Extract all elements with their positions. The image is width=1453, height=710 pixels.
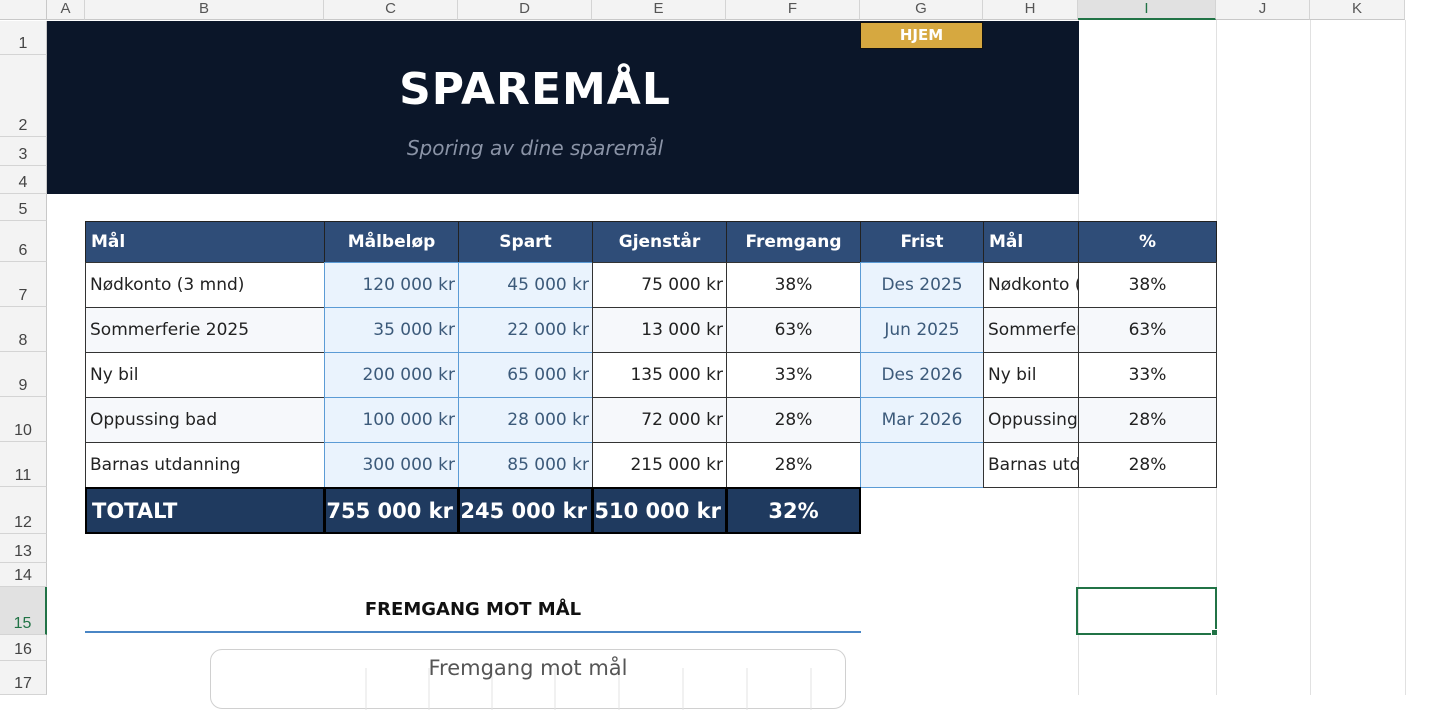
row-header-2[interactable]: 2	[0, 55, 47, 137]
table-cell-remaining: 215 000 kr	[592, 442, 727, 488]
table-header-deadline: Frist	[860, 221, 984, 263]
table-header-target-amount: Målbeløp	[324, 221, 459, 263]
table-cell-progress: 38%	[726, 262, 861, 308]
page-title: SPAREMÅL	[399, 64, 671, 115]
table-cell-progress: 63%	[726, 307, 861, 353]
table-cell-goal: Sommerferie 2025	[85, 307, 325, 353]
row-header-9[interactable]: 9	[0, 352, 47, 397]
table-cell-goal: Oppussing bad	[85, 397, 325, 443]
table-cell-deadline[interactable]: Des 2025	[860, 262, 984, 308]
table-cell-progress: 28%	[726, 397, 861, 443]
total-saved: 245 000 kr	[458, 487, 593, 534]
table-cell-remaining: 75 000 kr	[592, 262, 727, 308]
section-title: FREMGANG MOT MÅL	[364, 599, 582, 620]
table-cell-remaining: 135 000 kr	[592, 352, 727, 398]
column-header-f[interactable]: F	[726, 0, 860, 20]
table-cell-deadline[interactable]	[860, 442, 984, 488]
table-cell-deadline[interactable]: Jun 2025	[860, 307, 984, 353]
table-cell-goal-ref: Nødkonto (	[983, 262, 1079, 308]
section-divider	[85, 631, 861, 633]
title-banner	[47, 21, 1079, 194]
table-cell-saved[interactable]: 28 000 kr	[458, 397, 593, 443]
row-header-1[interactable]: 1	[0, 21, 47, 55]
column-header-d[interactable]: D	[458, 0, 592, 20]
table-cell-deadline[interactable]: Des 2026	[860, 352, 984, 398]
row-header-6[interactable]: 6	[0, 221, 47, 262]
table-header-progress: Fremgang	[726, 221, 861, 263]
table-cell-remaining: 72 000 kr	[592, 397, 727, 443]
row-header-14[interactable]: 14	[0, 563, 47, 587]
total-progress: 32%	[726, 487, 861, 534]
column-header-j[interactable]: J	[1216, 0, 1310, 20]
table-cell-progress: 33%	[726, 352, 861, 398]
table-header-remaining: Gjenstår	[592, 221, 727, 263]
row-header-5[interactable]: 5	[0, 194, 47, 221]
table-cell-percent: 28%	[1078, 397, 1217, 443]
table-cell-target-amount[interactable]: 120 000 kr	[324, 262, 459, 308]
table-header-saved: Spart	[458, 221, 593, 263]
table-cell-goal-ref: Ny bil	[983, 352, 1079, 398]
table-cell-goal-ref: Oppussing	[983, 397, 1079, 443]
gridline-v	[1405, 20, 1406, 695]
column-header-h[interactable]: H	[983, 0, 1078, 20]
page-subtitle: Sporing av dine sparemål	[406, 136, 664, 160]
row-header-16[interactable]: 16	[0, 635, 47, 661]
column-header-c[interactable]: C	[324, 0, 458, 20]
column-header-a[interactable]: A	[47, 0, 85, 20]
table-cell-deadline[interactable]: Mar 2026	[860, 397, 984, 443]
table-cell-target-amount[interactable]: 100 000 kr	[324, 397, 459, 443]
table-header-goal-ref: Mål	[983, 221, 1079, 263]
table-cell-goal: Barnas utdanning	[85, 442, 325, 488]
column-header-i[interactable]: I	[1078, 0, 1216, 20]
row-header-10[interactable]: 10	[0, 397, 47, 442]
total-label: TOTALT	[85, 487, 325, 534]
row-header-3[interactable]: 3	[0, 137, 47, 166]
table-cell-percent: 28%	[1078, 442, 1217, 488]
chart-title: Fremgang mot mål	[428, 656, 628, 680]
table-cell-percent: 38%	[1078, 262, 1217, 308]
table-cell-goal-ref: Barnas utd	[983, 442, 1079, 488]
table-cell-saved[interactable]: 22 000 kr	[458, 307, 593, 353]
table-cell-saved[interactable]: 45 000 kr	[458, 262, 593, 308]
home-button[interactable]: HJEM	[860, 22, 983, 49]
total-target-amount: 755 000 kr	[324, 487, 459, 534]
gridline-v	[1310, 20, 1311, 695]
select-all-corner[interactable]	[0, 0, 47, 20]
column-header-k[interactable]: K	[1310, 0, 1405, 20]
row-header-8[interactable]: 8	[0, 307, 47, 352]
table-header-percent: %	[1078, 221, 1217, 263]
table-cell-target-amount[interactable]: 300 000 kr	[324, 442, 459, 488]
row-header-17[interactable]: 17	[0, 661, 47, 695]
row-header-12[interactable]: 12	[0, 487, 47, 534]
table-cell-percent: 33%	[1078, 352, 1217, 398]
row-header-4[interactable]: 4	[0, 166, 47, 194]
row-header-15[interactable]: 15	[0, 587, 47, 635]
table-cell-percent: 63%	[1078, 307, 1217, 353]
row-header-7[interactable]: 7	[0, 262, 47, 307]
table-cell-saved[interactable]: 65 000 kr	[458, 352, 593, 398]
table-header-goal: Mål	[85, 221, 325, 263]
column-header-b[interactable]: B	[85, 0, 324, 20]
total-remaining: 510 000 kr	[592, 487, 727, 534]
active-cell[interactable]	[1076, 587, 1217, 635]
table-cell-remaining: 13 000 kr	[592, 307, 727, 353]
table-cell-target-amount[interactable]: 35 000 kr	[324, 307, 459, 353]
table-cell-saved[interactable]: 85 000 kr	[458, 442, 593, 488]
table-cell-progress: 28%	[726, 442, 861, 488]
column-header-g[interactable]: G	[860, 0, 983, 20]
table-cell-goal-ref: Sommerfer	[983, 307, 1079, 353]
table-cell-goal: Nødkonto (3 mnd)	[85, 262, 325, 308]
row-header-13[interactable]: 13	[0, 534, 47, 563]
table-cell-target-amount[interactable]: 200 000 kr	[324, 352, 459, 398]
row-header-11[interactable]: 11	[0, 442, 47, 487]
column-header-e[interactable]: E	[592, 0, 726, 20]
table-cell-goal: Ny bil	[85, 352, 325, 398]
fill-handle[interactable]	[1211, 629, 1218, 636]
